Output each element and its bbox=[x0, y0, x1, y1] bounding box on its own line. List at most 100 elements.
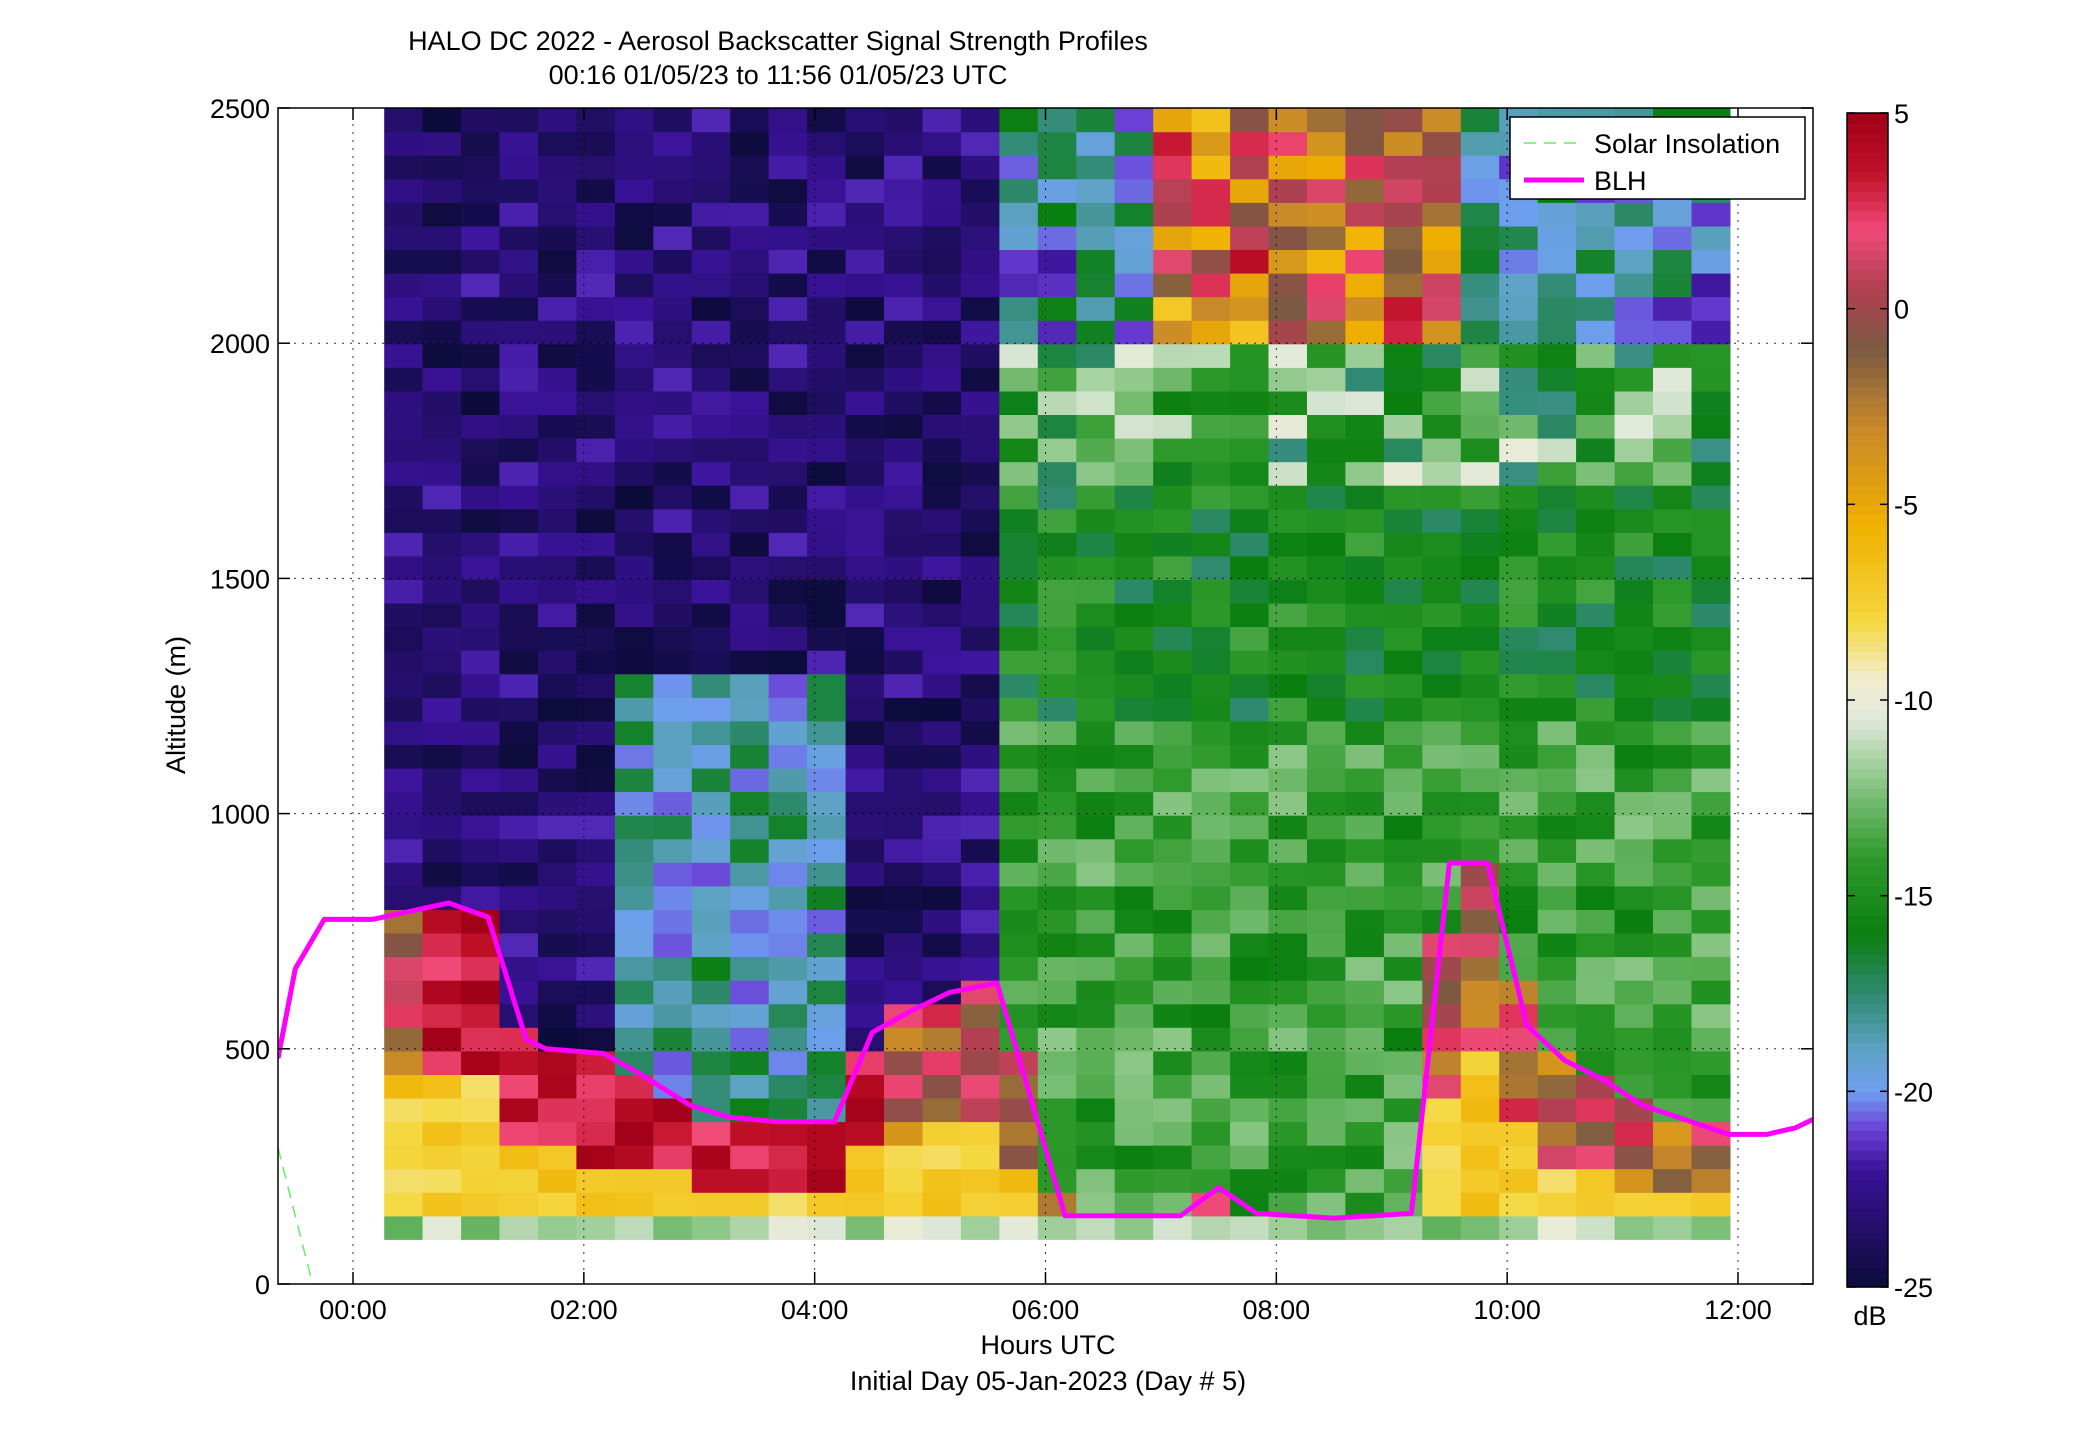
heatmap-cell bbox=[499, 697, 539, 722]
colorbar-band bbox=[1847, 925, 1888, 936]
heatmap-cell bbox=[1576, 579, 1616, 604]
heatmap-cell bbox=[691, 461, 731, 486]
colorbar-band bbox=[1847, 523, 1888, 535]
colorbar-band bbox=[1847, 631, 1888, 642]
heatmap-cell bbox=[461, 508, 501, 533]
heatmap-cell bbox=[1460, 602, 1500, 628]
heatmap-cell bbox=[999, 602, 1039, 628]
colorbar-band bbox=[1847, 435, 1888, 447]
heatmap-cell bbox=[1576, 202, 1616, 227]
heatmap-cell bbox=[999, 390, 1039, 415]
colorbar-band bbox=[1847, 582, 1888, 593]
heatmap-cell bbox=[422, 650, 462, 675]
heatmap-cell bbox=[768, 909, 808, 934]
heatmap-cell bbox=[691, 249, 731, 274]
heatmap-cell bbox=[1383, 273, 1423, 298]
heatmap-cell bbox=[845, 744, 885, 769]
heatmap-cell bbox=[922, 178, 962, 203]
heatmap-cell bbox=[1230, 862, 1270, 887]
heatmap-cell bbox=[1307, 626, 1346, 651]
colorbar-band bbox=[1847, 465, 1888, 476]
heatmap-cell bbox=[1191, 178, 1231, 203]
heatmap-cell bbox=[768, 1145, 808, 1170]
heatmap-cell bbox=[1614, 1050, 1654, 1075]
heatmap-cell bbox=[1653, 932, 1692, 958]
heatmap-cell bbox=[691, 862, 731, 887]
heatmap-cell bbox=[1230, 178, 1270, 203]
plot-area: 00:00 02:00 04:00 06:00 08:00 10:00 12:0005001… bbox=[210, 94, 1814, 1325]
heatmap-cell bbox=[461, 1074, 501, 1099]
heatmap-cell bbox=[1230, 1050, 1270, 1075]
heatmap-cell bbox=[614, 980, 654, 1005]
heatmap-cell bbox=[1153, 838, 1193, 863]
heatmap-cell bbox=[1576, 1003, 1616, 1028]
heatmap-cell bbox=[1345, 980, 1385, 1005]
heatmap-cell bbox=[884, 932, 923, 958]
heatmap-cell bbox=[807, 1145, 847, 1170]
heatmap-cell bbox=[1114, 673, 1154, 698]
heatmap-cell bbox=[499, 485, 539, 510]
heatmap-cell bbox=[1653, 343, 1692, 368]
heatmap-cell bbox=[1499, 1050, 1539, 1075]
heatmap-cell bbox=[1076, 414, 1116, 439]
y-tick-label: 500 bbox=[225, 1035, 270, 1065]
heatmap-cell bbox=[1460, 838, 1500, 863]
heatmap-cell bbox=[1422, 390, 1462, 415]
heatmap-cell bbox=[1076, 1003, 1116, 1028]
heatmap-cell bbox=[999, 320, 1039, 345]
colorbar-band bbox=[1847, 563, 1888, 574]
x-tick-label: 04:00 bbox=[781, 1295, 849, 1325]
heatmap-cell bbox=[384, 438, 424, 463]
heatmap-cell bbox=[922, 1074, 962, 1099]
heatmap-cell bbox=[538, 815, 577, 840]
heatmap-cell bbox=[1460, 909, 1500, 934]
heatmap-cell bbox=[1037, 485, 1077, 510]
heatmap-cell bbox=[999, 1145, 1039, 1170]
heatmap-cell bbox=[730, 508, 770, 533]
heatmap-cell bbox=[807, 485, 847, 510]
heatmap-cell bbox=[1153, 1003, 1193, 1028]
colorbar-band bbox=[1847, 1218, 1888, 1229]
heatmap-cell bbox=[499, 838, 539, 863]
heatmap-cell bbox=[1345, 320, 1385, 345]
heatmap-cell bbox=[884, 650, 923, 675]
heatmap-cell bbox=[1268, 178, 1308, 203]
heatmap-cell bbox=[999, 791, 1039, 816]
heatmap-cell bbox=[499, 980, 539, 1005]
heatmap-cell bbox=[807, 815, 847, 840]
heatmap-cell bbox=[499, 1192, 539, 1217]
heatmap-cell bbox=[1268, 673, 1308, 698]
heatmap-cell bbox=[538, 485, 577, 510]
heatmap-cell bbox=[1345, 1168, 1385, 1193]
heatmap-cell bbox=[1422, 131, 1462, 156]
heatmap-cell bbox=[1037, 320, 1077, 345]
heatmap-cell bbox=[1422, 838, 1462, 863]
heatmap-cell bbox=[499, 461, 539, 486]
heatmap-cell bbox=[576, 980, 616, 1005]
heatmap-cell bbox=[691, 650, 731, 675]
heatmap-cell bbox=[461, 720, 501, 745]
heatmap-cell bbox=[960, 1192, 1000, 1217]
heatmap-cell bbox=[884, 909, 923, 934]
colorbar-band bbox=[1847, 572, 1888, 584]
heatmap-cell bbox=[499, 131, 539, 156]
colorbar-band bbox=[1847, 1169, 1888, 1180]
heatmap-cell bbox=[614, 1121, 654, 1146]
heatmap-cell bbox=[730, 1121, 770, 1146]
heatmap-cell bbox=[1153, 1168, 1193, 1193]
heatmap-cell bbox=[422, 249, 462, 274]
heatmap-cell bbox=[1460, 296, 1500, 321]
heatmap-cell bbox=[884, 320, 923, 345]
heatmap-cell bbox=[499, 249, 539, 274]
heatmap-cell bbox=[461, 980, 501, 1005]
heatmap-cell bbox=[1383, 178, 1423, 203]
heatmap-cell bbox=[960, 1003, 1000, 1028]
heatmap-cell bbox=[691, 178, 731, 203]
heatmap-cell bbox=[922, 296, 962, 321]
heatmap-cell bbox=[538, 320, 577, 345]
heatmap-cell bbox=[691, 508, 731, 533]
heatmap-cell bbox=[922, 249, 962, 274]
heatmap-cell bbox=[1076, 1192, 1116, 1217]
heatmap-cell bbox=[422, 1003, 462, 1028]
heatmap-cell bbox=[691, 579, 731, 604]
